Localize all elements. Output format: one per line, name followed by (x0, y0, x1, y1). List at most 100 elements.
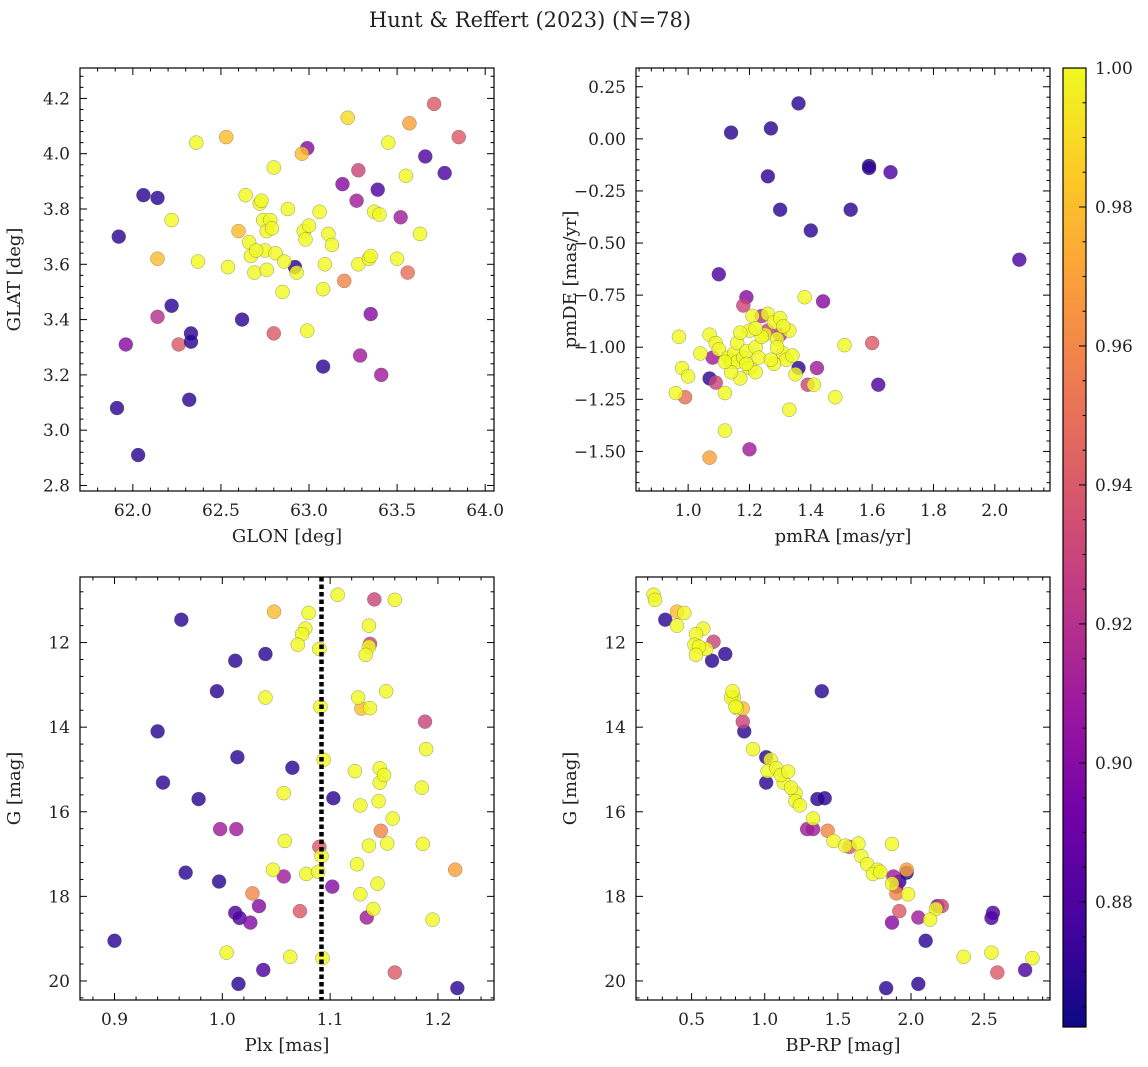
data-point (775, 319, 791, 334)
data-point (861, 160, 877, 176)
y-tick-label: −1.50 (574, 442, 626, 462)
y-axis-label: G [mag] (560, 752, 581, 825)
data-point (851, 836, 866, 851)
data-point (658, 612, 673, 627)
data-point (884, 836, 900, 852)
data-point (317, 257, 333, 272)
x-tick-label: 1.5 (824, 1010, 851, 1030)
data-point (398, 168, 414, 184)
x-tick-label: 62.5 (202, 501, 240, 521)
data-point (372, 207, 387, 222)
data-point (393, 210, 408, 225)
y-tick-label: 16 (48, 803, 70, 823)
y-tick-label: 3.4 (43, 311, 70, 331)
y-axis-label: pmDE [mas/yr] (560, 211, 581, 349)
data-point (837, 337, 852, 353)
data-point (178, 865, 193, 880)
data-point (238, 187, 253, 203)
data-point (315, 950, 330, 966)
data-point (922, 912, 938, 927)
data-point (1025, 950, 1040, 966)
axes-frame (635, 67, 1051, 492)
data-point (337, 273, 352, 289)
data-point (805, 811, 821, 826)
data-point (150, 724, 165, 739)
data-point (387, 592, 403, 608)
data-point (370, 182, 385, 197)
y-tick-label: 14 (604, 718, 626, 738)
data-point (234, 312, 250, 327)
points-sky (109, 96, 467, 463)
data-point (312, 204, 327, 220)
y-tick-label: 12 (604, 634, 626, 654)
data-point (285, 760, 300, 776)
data-point (266, 160, 282, 175)
data-point (228, 653, 243, 668)
data-point (136, 187, 151, 203)
points-cmd (646, 587, 1040, 996)
data-point (366, 901, 381, 917)
y-tick-label: −0.75 (574, 286, 626, 306)
data-point (280, 201, 296, 217)
data-point (763, 121, 779, 136)
data-point (290, 637, 306, 652)
data-point (412, 226, 428, 242)
data-point (956, 949, 971, 965)
data-point (300, 323, 315, 338)
data-point (245, 886, 260, 901)
y-axis-label: G [mag] (4, 752, 25, 825)
data-point (190, 254, 206, 269)
data-point (371, 793, 386, 809)
y-tick-label: 20 (604, 972, 626, 992)
data-point (447, 862, 463, 877)
data-point (723, 125, 739, 140)
x-tick-label: 64.0 (466, 501, 504, 521)
x-tick-label: 2.0 (898, 1010, 925, 1030)
data-point (370, 876, 385, 891)
data-point (911, 976, 926, 992)
data-point (150, 251, 165, 267)
y-tick-label: 2.8 (43, 476, 70, 496)
data-point (251, 898, 267, 914)
data-point (792, 798, 808, 813)
data-point (837, 838, 853, 853)
x-tick-label: 2.5 (971, 1010, 998, 1030)
y-axis-label: GLAT [deg] (4, 228, 25, 332)
data-point (984, 910, 999, 926)
data-point (311, 864, 326, 880)
data-point (1017, 962, 1033, 978)
data-point (231, 976, 246, 992)
data-point (884, 915, 900, 930)
data-point (437, 165, 452, 181)
data-point (218, 129, 234, 145)
data-point (325, 879, 340, 894)
data-point (748, 321, 763, 336)
data-point (243, 915, 258, 930)
data-point (150, 309, 165, 325)
data-point (299, 866, 314, 882)
data-point (266, 326, 282, 341)
points-pm (668, 96, 1027, 465)
data-point (704, 653, 720, 668)
x-tick-label: 1.4 (797, 501, 824, 521)
data-point (733, 325, 748, 340)
data-point (376, 767, 392, 783)
data-point (231, 223, 246, 239)
x-axis-label: Plx [mas] (245, 1035, 330, 1056)
data-point (324, 237, 340, 253)
data-point (374, 367, 389, 383)
data-point (717, 385, 733, 401)
x-tick-label: 1.2 (424, 1010, 451, 1030)
data-point (171, 337, 186, 352)
data-point (711, 342, 727, 357)
panel-cmd: 0.5 1.0 1.5 2.0 2.5 12 14 16 18 20 BP-RP [mag] G [m… (560, 576, 1051, 1056)
data-point (258, 646, 273, 662)
data-point (680, 369, 696, 384)
points-plx (107, 587, 465, 996)
data-point (387, 965, 403, 980)
data-point (219, 945, 234, 960)
data-point (248, 243, 264, 258)
data-point (785, 348, 800, 363)
x-axis-label: BP-RP [mag] (785, 1035, 900, 1056)
data-point (211, 874, 227, 889)
